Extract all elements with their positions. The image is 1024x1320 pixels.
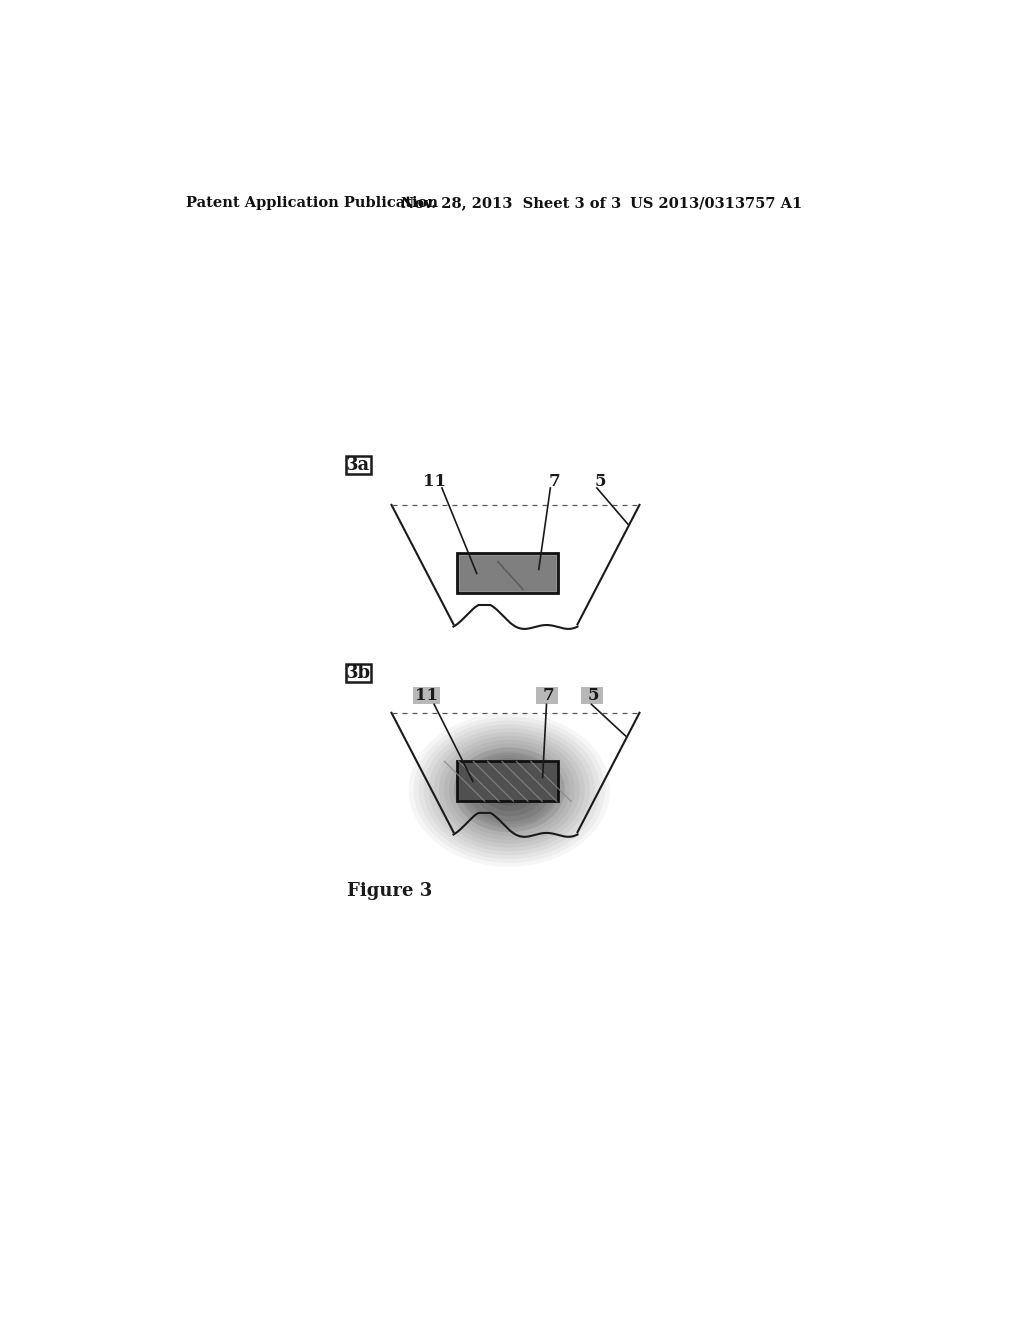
Ellipse shape [481,768,537,810]
Ellipse shape [459,751,560,829]
Ellipse shape [419,721,600,859]
Ellipse shape [414,717,605,863]
Bar [582,688,603,705]
Text: Patent Application Publication: Patent Application Publication [186,197,438,210]
Ellipse shape [461,752,558,826]
Ellipse shape [464,755,555,825]
Text: 11: 11 [423,474,445,490]
Ellipse shape [438,737,580,843]
Ellipse shape [468,758,551,821]
Text: US 2013/0313757 A1: US 2013/0313757 A1 [630,197,803,210]
Text: 11: 11 [415,688,438,705]
FancyBboxPatch shape [346,664,371,682]
Ellipse shape [475,763,544,816]
Bar [458,762,558,801]
Text: 5: 5 [587,688,599,705]
Ellipse shape [454,747,564,832]
Ellipse shape [503,784,516,795]
Text: 7: 7 [549,474,560,490]
Text: 5: 5 [595,474,606,490]
Bar [458,553,558,594]
Text: Figure 3: Figure 3 [346,883,432,900]
Ellipse shape [443,739,574,840]
Bar [414,688,439,705]
Text: 3b: 3b [346,664,371,681]
Text: 3a: 3a [346,455,371,474]
FancyBboxPatch shape [346,455,371,474]
Ellipse shape [449,743,569,836]
Ellipse shape [409,713,610,867]
Ellipse shape [424,725,595,855]
Ellipse shape [496,779,523,800]
Ellipse shape [454,747,564,832]
Ellipse shape [434,733,585,847]
Text: 7: 7 [543,688,554,705]
Bar [460,556,556,591]
Ellipse shape [488,774,530,805]
Ellipse shape [429,729,590,851]
Text: Nov. 28, 2013  Sheet 3 of 3: Nov. 28, 2013 Sheet 3 of 3 [400,197,621,210]
Bar [537,688,558,705]
